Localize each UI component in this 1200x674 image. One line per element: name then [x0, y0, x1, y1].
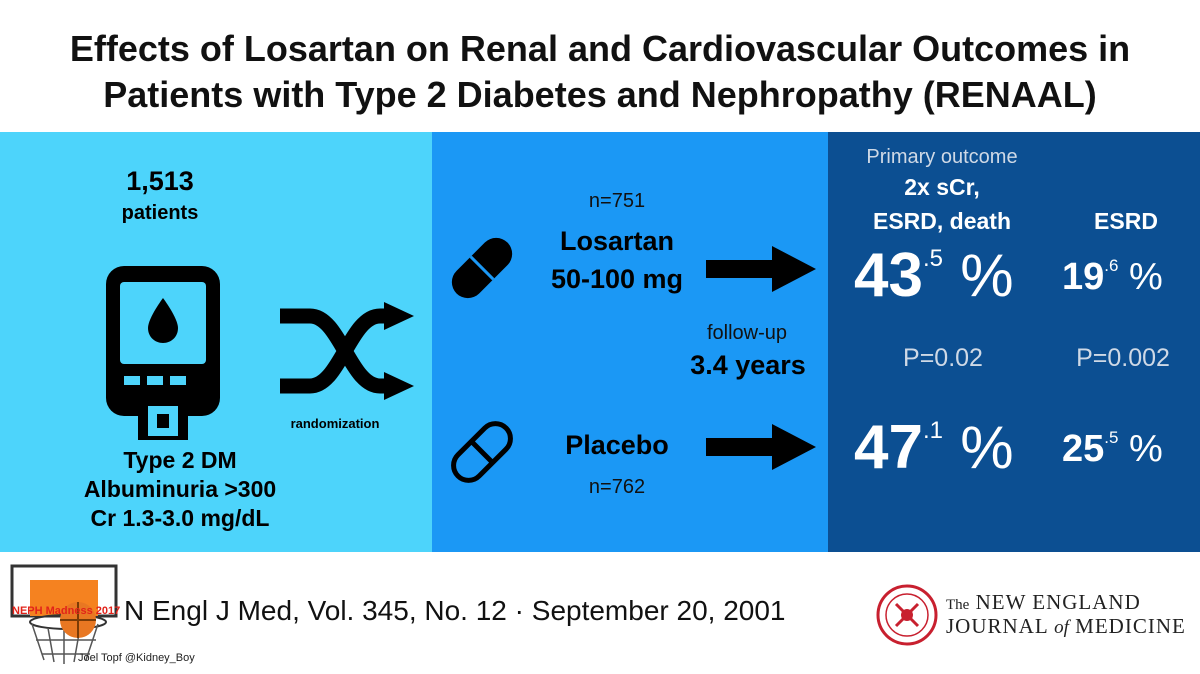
losartan-primary-value: 43.5 %: [854, 240, 1014, 311]
arms-panel: n=751 Losartan 50-100 mg follow-up 3.4 y…: [432, 132, 828, 552]
placebo-esrd-value: 25.5 %: [1062, 428, 1163, 471]
followup-value: 3.4 years: [690, 350, 806, 380]
title-line-1: Effects of Losartan on Renal and Cardiov…: [69, 28, 1131, 69]
footer: NEPH Madness 2017 N Engl J Med, Vol. 345…: [0, 552, 1200, 674]
title-line-2: Patients with Type 2 Diabetes and Nephro…: [103, 74, 1097, 115]
percent-symbol: %: [960, 414, 1014, 481]
pill-outline-icon: [451, 421, 513, 483]
losartan-name: Losartan: [559, 226, 675, 256]
value-dec: .6: [1104, 256, 1119, 275]
losartan-n: n=751: [588, 190, 646, 212]
journal-line-1: The NEW ENGLAND: [946, 590, 1141, 615]
arrow-placebo: [706, 424, 816, 470]
placebo-n: n=762: [588, 476, 646, 498]
journal-the: The: [946, 597, 970, 613]
value-int: 47: [854, 413, 923, 482]
credit: Joel Topf @Kidney_Boy: [78, 652, 195, 664]
criteria-item: Type 2 DM: [123, 447, 237, 473]
percent-symbol: %: [960, 242, 1014, 309]
value-int: 43: [854, 241, 923, 310]
value-int: 25: [1062, 428, 1105, 470]
percent-symbol: %: [1129, 256, 1163, 298]
placebo-name: Placebo: [565, 430, 669, 460]
journal-title-1: NEW ENGLAND: [975, 590, 1141, 614]
losartan-esrd-value: 19.6 %: [1062, 256, 1163, 299]
page-title: Effects of Losartan on Renal and Cardiov…: [0, 26, 1200, 118]
journal-title-2a: JOURNAL: [946, 614, 1048, 638]
value-int: 19: [1062, 256, 1105, 298]
value-dec: .5: [922, 245, 943, 272]
percent-symbol: %: [1129, 428, 1163, 470]
nejm-seal-icon: [876, 584, 938, 646]
p-value-primary: P=0.02: [903, 344, 983, 372]
losartan-dose: 50-100 mg: [550, 264, 684, 294]
primary-outcome-label: Primary outcome: [866, 146, 1018, 168]
pill-solid-icon: [451, 237, 513, 299]
shuffle-icon: [280, 302, 414, 400]
value-dec: .1: [922, 417, 943, 444]
journal-title-2b: MEDICINE: [1075, 614, 1186, 638]
criteria-item: Albuminuria >300: [83, 476, 277, 502]
placebo-primary-value: 47.1 %: [854, 412, 1014, 483]
citation: N Engl J Med, Vol. 345, No. 12 · Septemb…: [124, 595, 786, 626]
primary-outcome-line1: 2x sCr,: [904, 174, 980, 200]
esrd-label: ESRD: [1094, 208, 1158, 234]
primary-outcome-line2: ESRD, death: [872, 208, 1012, 234]
p-value-esrd: P=0.002: [1076, 344, 1170, 372]
journal-of: of: [1054, 617, 1069, 638]
arrow-losartan: [706, 246, 816, 292]
criteria-list: Type 2 DM Albuminuria >300 Cr 1.3-3.0 mg…: [40, 446, 320, 533]
randomization-label: randomization: [290, 416, 380, 431]
value-dec: .5: [1104, 428, 1119, 447]
glucometer-icon: [106, 266, 220, 440]
journal-line-2: JOURNAL of MEDICINE: [946, 614, 1186, 639]
followup-label: follow-up: [706, 322, 788, 344]
outcomes-panel: Primary outcome 2x sCr, ESRD, death ESRD…: [828, 132, 1200, 552]
population-panel: 1,513 patients randomization Type 2 DM A…: [0, 132, 432, 552]
criteria-item: Cr 1.3-3.0 mg/dL: [90, 505, 270, 531]
patient-count: 1,513: [126, 166, 194, 196]
neph-madness-logo: NEPH Madness 2017: [10, 564, 120, 664]
patient-unit: patients: [121, 202, 199, 224]
logo-text: NEPH Madness 2017: [12, 605, 120, 617]
